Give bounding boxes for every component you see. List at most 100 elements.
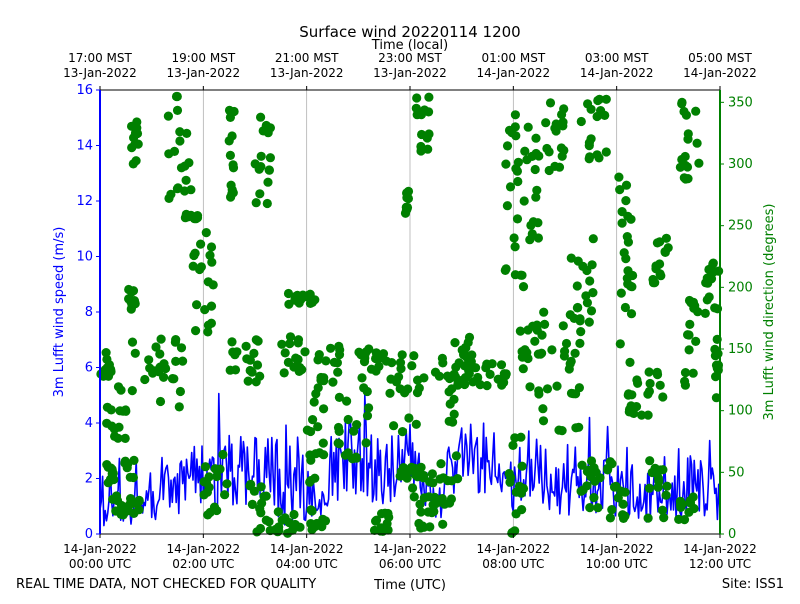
direction-point (514, 481, 525, 491)
direction-point (144, 355, 154, 365)
direction-point (691, 336, 701, 346)
top-tick-label: 14-Jan-2022 (580, 66, 654, 80)
direction-point (228, 188, 238, 198)
x-tick-label: 14-Jan-2022 (373, 542, 447, 556)
direction-point (581, 291, 591, 301)
direction-point (224, 136, 234, 146)
direction-point (438, 358, 448, 368)
direction-point (225, 150, 235, 160)
direction-point (230, 350, 240, 360)
direction-point (261, 491, 271, 501)
direction-point (531, 133, 541, 143)
direction-point (414, 383, 424, 393)
direction-point (637, 410, 647, 420)
x-tick-label: 14-Jan-2022 (683, 542, 757, 556)
direction-point (533, 218, 543, 228)
direction-point (252, 360, 263, 370)
direction-point (416, 110, 426, 120)
direction-point (131, 156, 141, 166)
direction-point (467, 350, 477, 360)
direction-point (645, 378, 655, 389)
direction-point (366, 364, 377, 374)
direction-point (105, 474, 116, 484)
direction-point (277, 339, 287, 349)
direction-point (589, 493, 599, 503)
direction-point (509, 233, 519, 243)
direction-point (683, 129, 693, 139)
direction-point (588, 288, 598, 298)
direction-point (245, 481, 255, 491)
direction-point (644, 483, 655, 493)
direction-point (111, 506, 121, 516)
direction-point (569, 313, 579, 323)
direction-point (463, 358, 474, 368)
direction-point (523, 122, 533, 132)
direction-point (570, 348, 580, 358)
direction-point (265, 123, 275, 133)
quality-note: REAL TIME DATA, NOT CHECKED FOR QUALITY (16, 577, 316, 592)
direction-point (416, 507, 426, 517)
direction-point (201, 478, 212, 488)
direction-point (254, 164, 264, 174)
direction-point (317, 522, 327, 532)
direction-point (623, 237, 634, 247)
direction-point (542, 143, 552, 154)
direction-point (132, 117, 142, 127)
direction-point (313, 383, 323, 393)
direction-point (460, 379, 470, 390)
direction-point (661, 233, 672, 243)
direction-point (287, 525, 298, 535)
direction-point (593, 503, 603, 513)
direction-point (485, 369, 495, 379)
direction-point (559, 104, 569, 114)
direction-point (150, 366, 160, 376)
direction-point (586, 134, 596, 144)
direction-point (430, 499, 440, 509)
direction-point (424, 129, 434, 139)
direction-point (557, 426, 567, 436)
direction-point (625, 357, 635, 367)
direction-point (196, 262, 206, 272)
direction-point (220, 490, 230, 500)
direction-point (313, 355, 323, 365)
top-tick-label: 05:00 MST (688, 51, 752, 65)
direction-point (427, 469, 437, 479)
direction-point (510, 110, 520, 120)
direction-point (183, 212, 193, 222)
y-left-tick-label: 10 (76, 250, 93, 265)
direction-point (680, 368, 691, 378)
direction-point (334, 392, 344, 402)
direction-point (427, 507, 437, 518)
direction-point (412, 93, 422, 103)
direction-point (176, 163, 187, 173)
direction-point (264, 165, 274, 175)
direction-point (621, 180, 632, 190)
x-tick-label: 14-Jan-2022 (63, 542, 137, 556)
direction-point (656, 271, 666, 281)
direction-point (123, 459, 133, 469)
direction-point (551, 126, 561, 136)
direction-point (614, 172, 624, 182)
direction-point (471, 363, 481, 373)
direction-point (321, 356, 331, 366)
direction-point (102, 460, 112, 470)
direction-point (419, 522, 429, 532)
y-right-tick-label: 0 (728, 527, 736, 542)
direction-point (200, 305, 210, 315)
direction-point (459, 350, 469, 360)
direction-point (460, 373, 470, 383)
direction-point (542, 384, 553, 394)
direction-point (626, 309, 637, 319)
direction-point (533, 349, 544, 359)
direction-point (396, 467, 406, 477)
y-right-tick-label: 100 (728, 404, 753, 419)
direction-point (424, 107, 434, 117)
direction-point (349, 426, 359, 436)
direction-point (510, 526, 520, 536)
direction-point (172, 105, 183, 115)
direction-point (277, 515, 287, 525)
direction-point (444, 416, 454, 426)
top-tick-label: 13-Jan-2022 (373, 66, 447, 80)
direction-point (537, 330, 547, 340)
